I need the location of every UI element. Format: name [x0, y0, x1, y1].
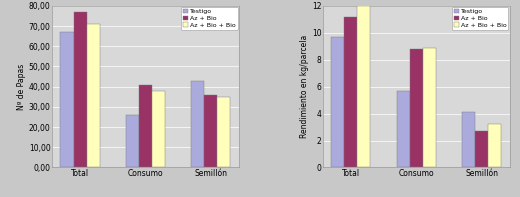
- Bar: [462, 112, 475, 167]
- Bar: [423, 48, 436, 167]
- Bar: [87, 24, 100, 167]
- Bar: [331, 37, 344, 167]
- Bar: [60, 32, 73, 167]
- Bar: [488, 124, 501, 167]
- Bar: [217, 97, 230, 167]
- Bar: [475, 131, 488, 167]
- Y-axis label: Nº de Papas: Nº de Papas: [17, 64, 26, 110]
- Bar: [357, 6, 370, 167]
- Bar: [152, 91, 165, 167]
- Legend: Testigo, Az + Bio, Az + Bio + Bio: Testigo, Az + Bio, Az + Bio + Bio: [452, 7, 509, 30]
- Bar: [410, 49, 423, 167]
- Bar: [344, 17, 357, 167]
- Bar: [397, 91, 410, 167]
- Bar: [191, 81, 204, 167]
- Y-axis label: Rendimiento en kg/parcela: Rendimiento en kg/parcela: [300, 35, 309, 138]
- Bar: [204, 95, 217, 167]
- Bar: [126, 115, 139, 167]
- Bar: [73, 12, 87, 167]
- Bar: [139, 85, 152, 167]
- Legend: Testigo, Az + Bio, Az + Bio + Bio: Testigo, Az + Bio, Az + Bio + Bio: [181, 7, 238, 30]
